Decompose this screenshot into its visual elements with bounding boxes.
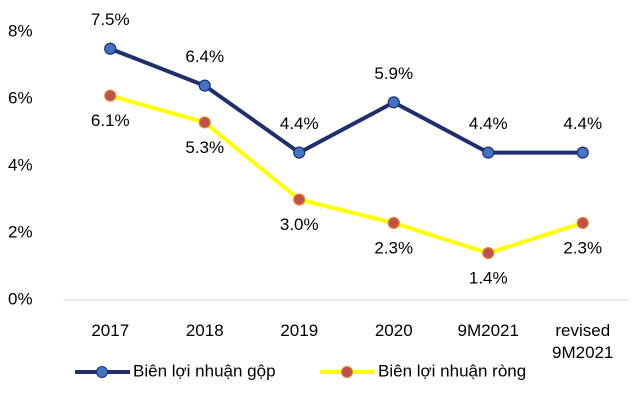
y-tick-label: 2% bbox=[8, 222, 33, 241]
y-tick-label: 4% bbox=[8, 155, 33, 174]
marker bbox=[482, 146, 495, 159]
x-tick-label: revised 9M2021 bbox=[552, 321, 614, 362]
marker bbox=[104, 42, 117, 55]
legend-label: Biên lợi nhuận gộp bbox=[133, 361, 276, 380]
marker bbox=[482, 247, 495, 260]
x-tick-label: 2020 bbox=[374, 321, 413, 340]
data-label: 7.5% bbox=[91, 10, 130, 29]
legend-label: Biên lợi nhuận ròng bbox=[378, 361, 526, 380]
data-label: 6.4% bbox=[185, 47, 224, 66]
data-label: 4.4% bbox=[563, 114, 602, 133]
data-label: 2.3% bbox=[563, 238, 602, 257]
marker bbox=[198, 116, 211, 129]
data-label: 2.3% bbox=[374, 238, 413, 257]
data-label: 6.1% bbox=[91, 111, 130, 130]
marker bbox=[198, 79, 211, 92]
y-tick-label: 0% bbox=[8, 289, 33, 308]
series-line bbox=[109, 93, 584, 256]
marker bbox=[293, 146, 306, 159]
legend-marker bbox=[341, 366, 353, 378]
x-tick-label: 9M2021 bbox=[457, 321, 519, 340]
data-label: 5.9% bbox=[374, 64, 413, 83]
data-label: 4.4% bbox=[280, 114, 319, 133]
y-tick-label: 6% bbox=[8, 88, 33, 107]
series-line bbox=[109, 46, 583, 155]
x-tick-label: 2017 bbox=[91, 321, 130, 340]
marker bbox=[387, 96, 400, 109]
marker bbox=[104, 89, 117, 102]
data-label: 3.0% bbox=[280, 215, 319, 234]
data-label: 4.4% bbox=[469, 114, 508, 133]
marker bbox=[293, 193, 306, 206]
marker bbox=[387, 216, 400, 230]
y-tick-label: 8% bbox=[8, 21, 33, 40]
data-label: 1.4% bbox=[469, 269, 508, 288]
data-label: 5.3% bbox=[185, 138, 224, 157]
x-tick-label: 2018 bbox=[185, 321, 224, 340]
x-tick-label: 2019 bbox=[280, 321, 319, 340]
marker bbox=[576, 216, 589, 230]
legend-marker bbox=[96, 366, 108, 378]
marker bbox=[576, 146, 589, 159]
